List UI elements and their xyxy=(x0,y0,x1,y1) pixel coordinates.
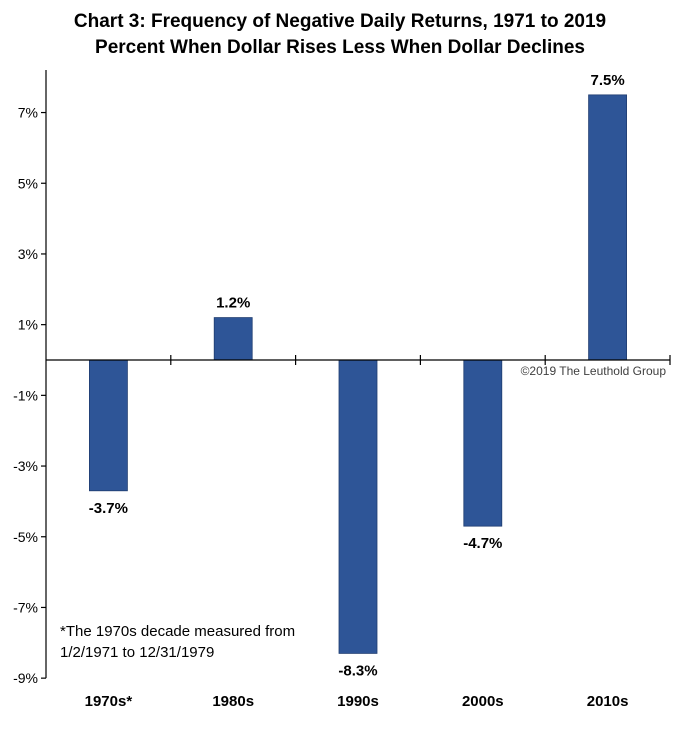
y-tick-label: 7% xyxy=(18,105,38,121)
y-tick-label: -3% xyxy=(13,458,38,474)
x-category-label: 1990s xyxy=(337,693,379,710)
footnote-line-1: *The 1970s decade measured from xyxy=(60,623,296,640)
bar-1980s xyxy=(213,317,253,361)
data-label: -3.7% xyxy=(89,500,128,517)
y-tick-label: -7% xyxy=(13,599,38,615)
y-tick-label: 1% xyxy=(18,317,38,333)
copyright-text: ©2019 The Leuthold Group xyxy=(521,364,667,378)
x-category-label: 2000s xyxy=(462,693,504,710)
x-category-label: 1970s* xyxy=(85,693,133,710)
y-tick-label: -9% xyxy=(13,670,38,686)
footnote: *The 1970s decade measured from 1/2/1971… xyxy=(60,621,295,663)
footnote-line-2: 1/2/1971 to 12/31/1979 xyxy=(60,644,215,661)
chart-title: Chart 3: Frequency of Negative Daily Ret… xyxy=(73,11,607,32)
x-category-label: 2010s xyxy=(587,693,629,710)
chart-subtitle: Percent When Dollar Rises Less When Doll… xyxy=(95,37,585,58)
data-label: 7.5% xyxy=(590,72,624,89)
bar-2010s xyxy=(588,94,627,361)
data-label: -8.3% xyxy=(338,662,377,679)
y-tick-label: 3% xyxy=(18,246,38,262)
bar-1990s xyxy=(338,359,378,654)
y-tick-label: -5% xyxy=(13,529,38,545)
bar-1970s xyxy=(89,359,128,492)
data-label: -4.7% xyxy=(463,535,502,552)
x-category-label: 1980s xyxy=(212,693,254,710)
y-tick-label: 5% xyxy=(18,175,38,191)
data-label: 1.2% xyxy=(216,295,250,312)
y-tick-label: -1% xyxy=(13,387,38,403)
bar-2000s xyxy=(463,359,503,527)
